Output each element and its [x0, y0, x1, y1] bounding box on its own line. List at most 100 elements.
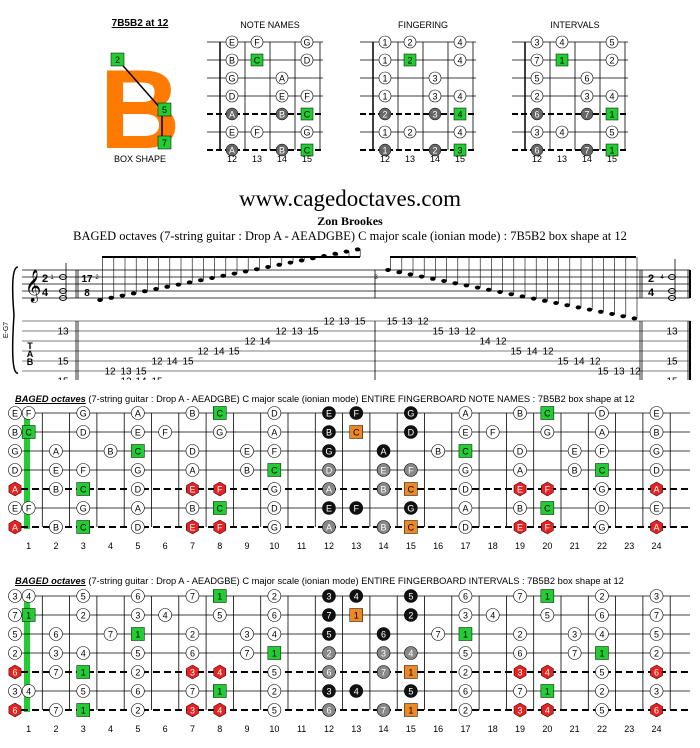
fret-number: 22: [597, 541, 607, 551]
note-marker: [404, 406, 418, 420]
interval-label: 1: [599, 649, 604, 659]
note-marker: [458, 406, 473, 420]
note-marker: [185, 589, 200, 603]
note-head: [620, 314, 626, 319]
note-head: [441, 279, 447, 283]
interval-label: 4: [26, 687, 31, 697]
root-interval: [131, 627, 145, 641]
note-marker: [376, 482, 391, 496]
note-marker: [49, 444, 63, 458]
fret-number: 4: [108, 541, 113, 551]
root-marker: [300, 143, 314, 157]
diagram-note: 5: [534, 74, 539, 84]
note-marker: [131, 703, 145, 717]
fret-number: 11: [297, 541, 306, 551]
diagram-note: E: [229, 38, 235, 48]
note-head: [385, 268, 391, 272]
note-marker: [428, 89, 442, 103]
note-head: [430, 276, 436, 281]
interval-label: 5: [81, 687, 86, 697]
note-marker: [250, 125, 264, 139]
note-marker: [267, 520, 282, 534]
note-marker: [322, 646, 336, 660]
note-marker: [376, 665, 391, 679]
time-sig: 4: [648, 287, 655, 299]
note-head: [59, 288, 67, 294]
note-name: G: [11, 447, 18, 457]
note-marker: [8, 589, 22, 603]
fret-number: 1: [26, 541, 31, 551]
note-marker: [322, 463, 336, 477]
diagram-note: 1: [382, 38, 387, 48]
finger-box: [157, 135, 172, 150]
root-note: [458, 444, 473, 458]
note-name: B: [517, 409, 523, 419]
note-marker: [76, 425, 91, 439]
interval-label: 7: [53, 668, 58, 678]
interval-label: 3: [12, 592, 17, 602]
interval-label: 2: [12, 649, 17, 659]
fret-number: 6: [163, 541, 168, 551]
note-marker: [649, 646, 664, 660]
note-name: G: [598, 523, 605, 533]
note-marker: [530, 89, 544, 103]
box-shape-diagrams: 7B5B2 at 12 B 2 5 7 BOX SHAPE NOTE NAMES…: [100, 18, 628, 170]
note-marker: [649, 627, 664, 641]
note-name: B: [572, 466, 578, 476]
root-note: [76, 520, 90, 534]
time-sig: 2: [648, 273, 654, 285]
note-name: F: [81, 466, 87, 476]
note-marker: [458, 463, 473, 477]
note-name: D: [462, 485, 469, 495]
diagram-note: C: [254, 56, 261, 66]
note-marker: [403, 125, 417, 139]
note-marker: [580, 71, 594, 85]
diagram-note: G: [303, 38, 310, 48]
note-marker: [649, 444, 664, 458]
measure-number: 3: [374, 275, 378, 281]
diagram-note: 2: [534, 92, 539, 102]
note-marker: [240, 444, 254, 458]
note-name: G: [598, 485, 605, 495]
root-note: [213, 501, 227, 515]
fret-number: 9: [245, 724, 250, 734]
note-marker: [76, 501, 91, 515]
diagram-note: F: [304, 92, 310, 102]
note-name: G: [544, 428, 551, 438]
note-marker: [185, 406, 200, 420]
octave-marker: [541, 702, 554, 718]
note-marker: [595, 703, 609, 717]
octave-marker: [541, 519, 554, 535]
note-marker: [212, 425, 227, 439]
fret-number: 21: [570, 541, 580, 551]
note-name: E: [326, 409, 332, 419]
diagram-note: 1: [382, 56, 387, 66]
tab-number: 13: [448, 327, 460, 338]
octave-marker: [513, 481, 527, 497]
note-name: C: [408, 485, 415, 495]
note-head: [142, 289, 148, 294]
tab-number: 14: [479, 337, 491, 348]
note-name: A: [462, 409, 468, 419]
fret-number: 14: [582, 154, 592, 164]
fret-number: 5: [135, 541, 140, 551]
diagram-title: FINGERING: [398, 20, 448, 30]
note-marker: [458, 608, 473, 622]
diagram-note: D: [229, 92, 236, 102]
root-marker: [300, 107, 314, 121]
note-marker: [8, 608, 22, 622]
interval-label: 7: [53, 706, 58, 716]
interval-label: 6: [326, 706, 331, 716]
fret-number: 10: [269, 541, 279, 551]
interval-label: 5: [135, 649, 140, 659]
note-marker: [376, 627, 391, 641]
box-shape-caption: BOX SHAPE: [114, 154, 166, 164]
note-name: E: [517, 485, 523, 495]
fret-number: 15: [406, 541, 416, 551]
note-name: D: [517, 447, 524, 457]
note-name: G: [653, 447, 660, 457]
fret-number: 12: [380, 154, 390, 164]
interval-label: 1: [217, 687, 222, 697]
interval-label: 4: [354, 592, 359, 602]
interval-label: 6: [654, 706, 659, 716]
